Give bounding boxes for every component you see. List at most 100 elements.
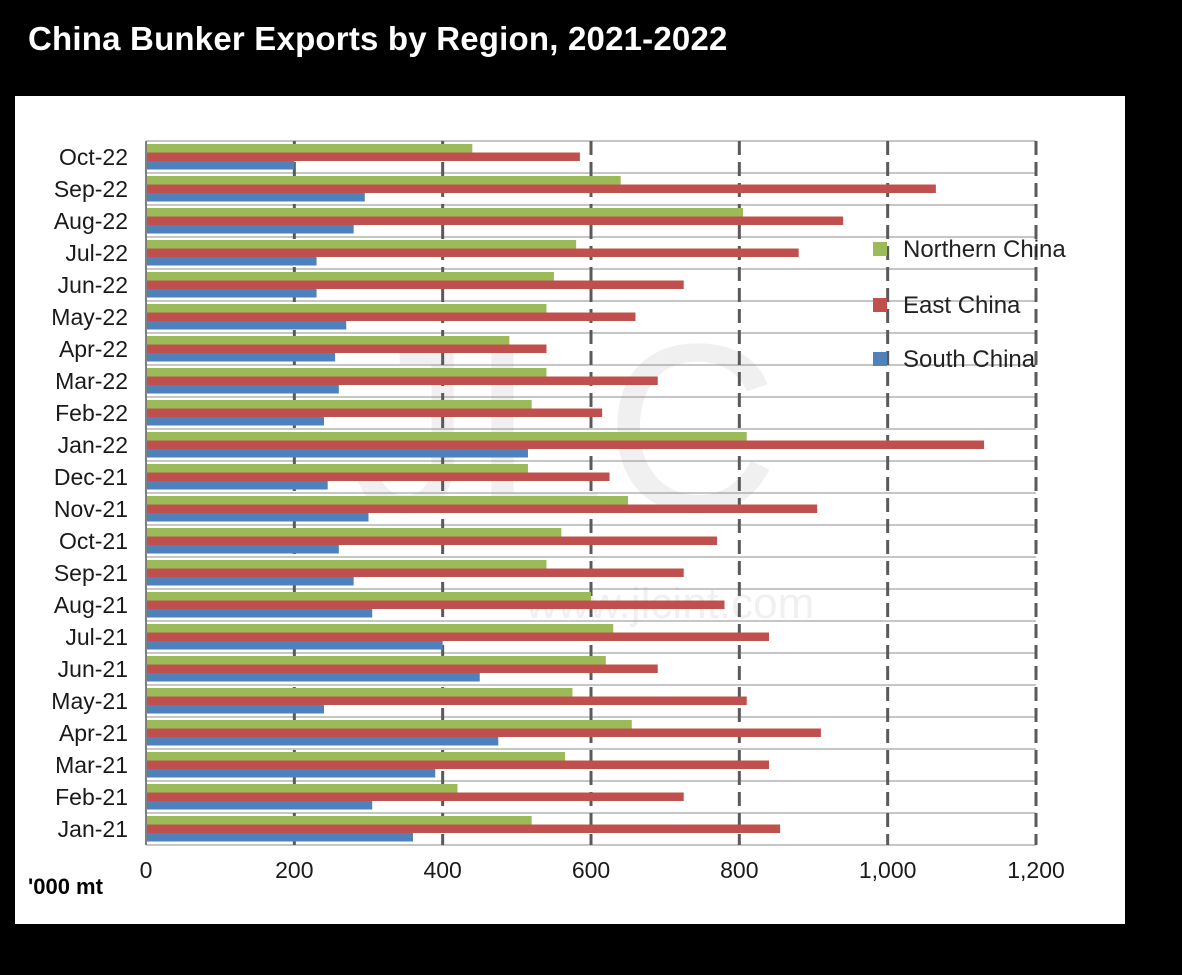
bar-south-china xyxy=(146,257,317,266)
bar-northern-china xyxy=(146,240,577,249)
y-tick-label: Mar-22 xyxy=(55,368,128,394)
bar-east-china xyxy=(146,760,769,769)
bar-east-china xyxy=(146,664,658,673)
y-tick-label: Jan-21 xyxy=(58,816,128,842)
bar-south-china xyxy=(146,673,480,682)
y-tick-label: Feb-21 xyxy=(55,784,128,810)
y-tick-label: Aug-22 xyxy=(54,208,128,234)
bar-south-china xyxy=(146,705,324,714)
y-tick-label: Apr-21 xyxy=(59,720,128,746)
bar-northern-china xyxy=(146,592,591,601)
y-tick-label: Oct-22 xyxy=(59,144,128,170)
bar-south-china xyxy=(146,577,354,586)
bar-south-china xyxy=(146,769,436,778)
x-tick-label: 600 xyxy=(572,857,610,883)
bar-east-china xyxy=(146,824,781,833)
bar-south-china xyxy=(146,801,373,810)
bar-south-china xyxy=(146,289,317,298)
bar-south-china xyxy=(146,545,339,554)
x-tick-label: 0 xyxy=(140,857,153,883)
y-tick-label: Jul-22 xyxy=(65,240,128,266)
bar-east-china xyxy=(146,728,821,737)
bar-northern-china xyxy=(146,208,744,217)
y-tick-label: May-22 xyxy=(51,304,128,330)
bar-east-china xyxy=(146,632,769,641)
x-tick-label: 400 xyxy=(423,857,461,883)
bar-south-china xyxy=(146,609,373,618)
bar-east-china xyxy=(146,152,580,161)
bar-east-china xyxy=(146,248,799,257)
legend-swatch xyxy=(873,242,887,256)
bar-northern-china xyxy=(146,656,606,665)
bar-northern-china xyxy=(146,144,473,153)
bar-east-china xyxy=(146,504,818,513)
bar-south-china xyxy=(146,481,328,490)
bar-northern-china xyxy=(146,528,562,537)
y-tick-label: May-21 xyxy=(51,688,128,714)
x-tick-label: 1,000 xyxy=(859,857,917,883)
x-tick-label: 1,200 xyxy=(1007,857,1065,883)
y-tick-label: Jun-22 xyxy=(58,272,128,298)
bar-east-china xyxy=(146,440,985,449)
y-tick-label: Jul-21 xyxy=(65,624,128,650)
bar-northern-china xyxy=(146,496,629,505)
y-tick-label: Sep-22 xyxy=(54,176,128,202)
bar-south-china xyxy=(146,737,499,746)
bar-east-china xyxy=(146,344,547,353)
bar-northern-china xyxy=(146,336,510,345)
bar-east-china xyxy=(146,472,610,481)
y-tick-label: Dec-21 xyxy=(54,464,128,490)
bar-east-china xyxy=(146,408,603,417)
x-axis-unit-label: '000 mt xyxy=(28,874,103,899)
bar-east-china xyxy=(146,280,684,289)
bar-south-china xyxy=(146,449,528,458)
bar-northern-china xyxy=(146,560,547,569)
y-tick-label: Nov-21 xyxy=(54,496,128,522)
y-tick-label: Oct-21 xyxy=(59,528,128,554)
bar-east-china xyxy=(146,568,684,577)
legend-label: East China xyxy=(903,292,1021,319)
legend-label: South China xyxy=(903,346,1036,373)
bar-east-china xyxy=(146,536,718,545)
bar-south-china xyxy=(146,193,365,202)
y-tick-label: Feb-22 xyxy=(55,400,128,426)
bar-northern-china xyxy=(146,624,614,633)
bar-south-china xyxy=(146,641,443,650)
bar-south-china xyxy=(146,161,295,170)
bar-east-china xyxy=(146,216,844,225)
bar-south-china xyxy=(146,321,347,330)
bar-northern-china xyxy=(146,368,547,377)
bar-east-china xyxy=(146,792,684,801)
bar-northern-china xyxy=(146,176,621,185)
legend-swatch xyxy=(873,298,887,312)
chart-title: China Bunker Exports by Region, 2021-202… xyxy=(28,20,728,57)
legend-swatch xyxy=(873,352,887,366)
bar-south-china xyxy=(146,385,339,394)
bar-northern-china xyxy=(146,464,528,473)
bar-south-china xyxy=(146,353,336,362)
y-tick-label: Aug-21 xyxy=(54,592,128,618)
bar-south-china xyxy=(146,225,354,234)
watermark-logo: JLC xyxy=(352,294,779,562)
bar-northern-china xyxy=(146,304,547,313)
legend-label: Northern China xyxy=(903,236,1066,263)
bar-east-china xyxy=(146,312,636,321)
y-tick-label: Jan-22 xyxy=(58,432,128,458)
bar-east-china xyxy=(146,600,725,609)
bar-south-china xyxy=(146,833,413,842)
x-tick-label: 800 xyxy=(720,857,758,883)
bar-south-china xyxy=(146,513,369,522)
bar-northern-china xyxy=(146,784,458,793)
y-tick-label: Mar-21 xyxy=(55,752,128,778)
bar-northern-china xyxy=(146,400,532,409)
plot-panel: JLC www.jlcint.com Oct-22 Sep-22 Aug-22 Jul-2… xyxy=(15,96,1125,924)
bar-northern-china xyxy=(146,752,566,761)
y-tick-label: Apr-22 xyxy=(59,336,128,362)
x-tick-label: 200 xyxy=(275,857,313,883)
bar-south-china xyxy=(146,417,324,426)
bar-northern-china xyxy=(146,432,747,441)
bar-northern-china xyxy=(146,720,632,729)
bar-east-china xyxy=(146,376,658,385)
bar-east-china xyxy=(146,696,747,705)
